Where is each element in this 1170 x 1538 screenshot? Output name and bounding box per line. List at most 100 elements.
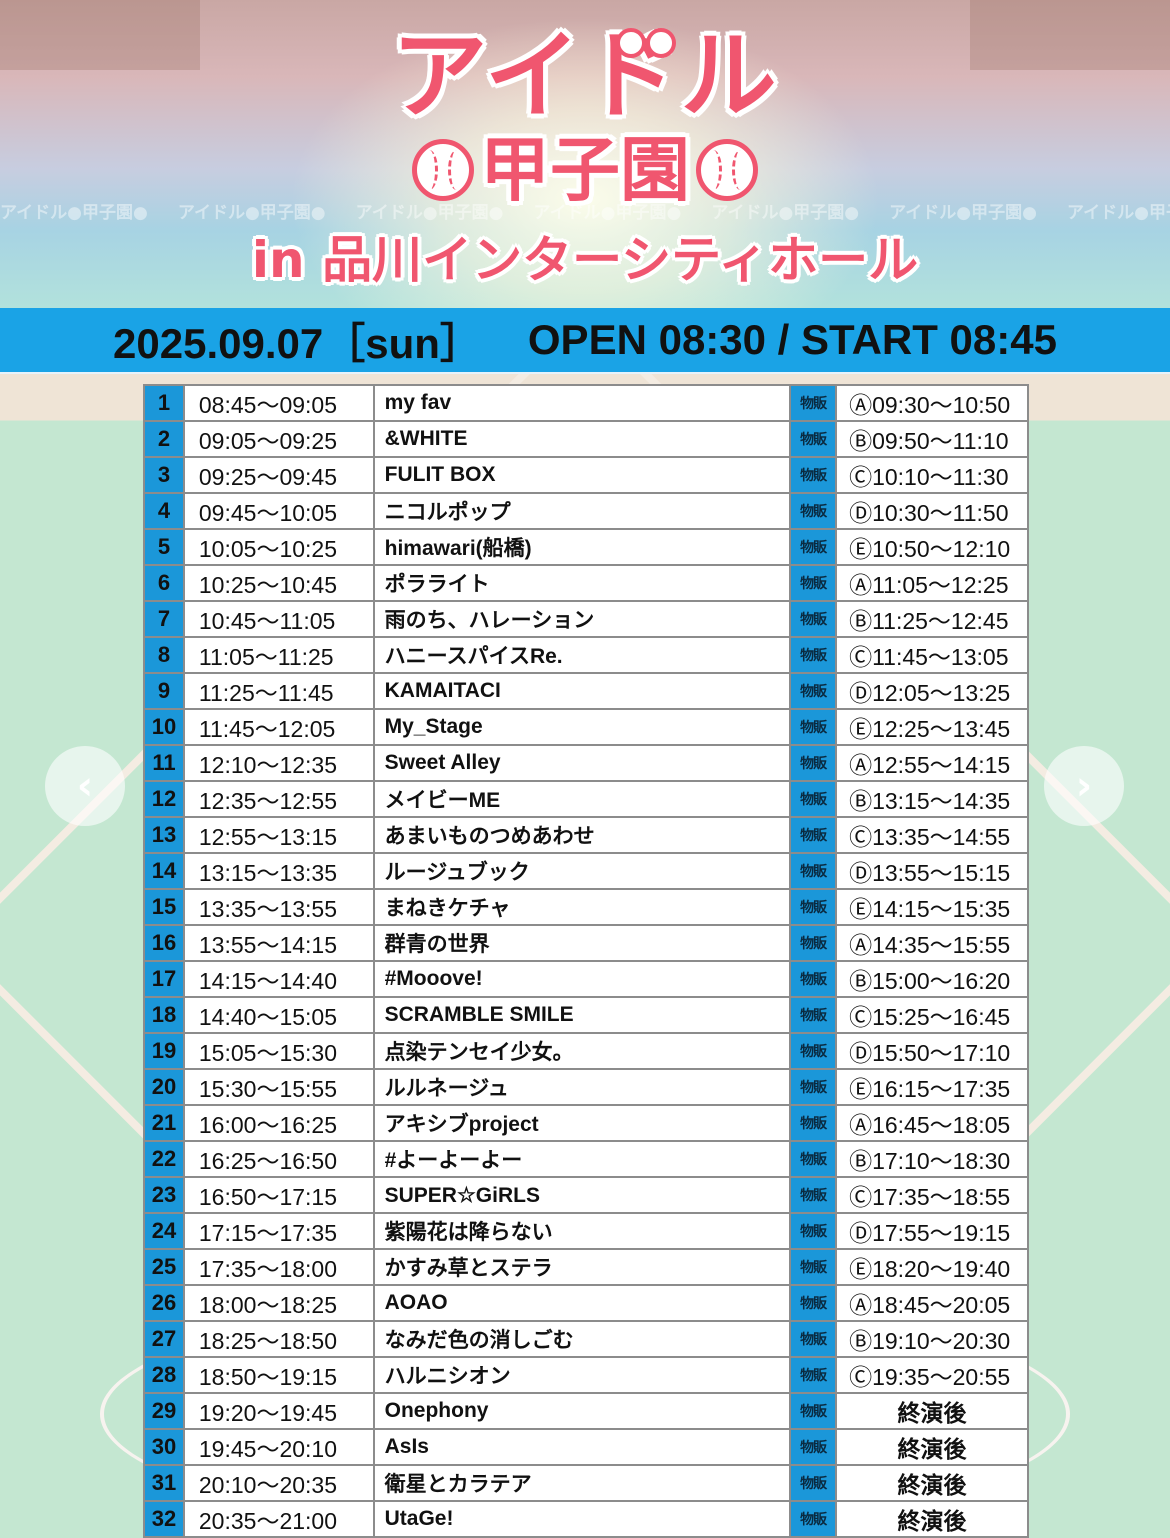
merch-slot: Ⓐ16:45〜18:05 — [835, 1104, 1029, 1142]
artist-name: Onephony — [372, 1392, 792, 1430]
merch-tag: 物販 — [789, 888, 838, 926]
merch-slot: Ⓑ17:10〜18:30 — [835, 1140, 1029, 1178]
merch-slot: Ⓐ14:35〜15:55 — [835, 924, 1029, 962]
table-row: 7 10:45〜11:05 雨のち、ハレーション 物販 Ⓑ11:25〜12:45 — [143, 600, 1029, 638]
timetable: 1 08:45〜09:05 my fav 物販 Ⓐ09:30〜10:50 2 09:05〜0… — [143, 384, 1029, 1538]
merch-tag: 物販 — [789, 1104, 838, 1142]
row-number: 13 — [143, 816, 185, 854]
performance-time: 13:35〜13:55 — [182, 888, 375, 926]
table-row: 17 14:15〜14:40 #Mooove! 物販 Ⓑ15:00〜16:20 — [143, 960, 1029, 998]
row-number: 19 — [143, 1032, 185, 1070]
performance-time: 16:50〜17:15 — [182, 1176, 375, 1214]
merch-tag: 物販 — [789, 996, 838, 1034]
artist-name: ルージュブック — [372, 852, 792, 890]
row-number: 6 — [143, 564, 185, 602]
stadium-stand-right — [970, 0, 1170, 70]
row-number: 5 — [143, 528, 185, 566]
artist-name: UtaGe! — [372, 1500, 792, 1538]
table-row: 22 16:25〜16:50 #よーよーよー 物販 Ⓑ17:10〜18:30 — [143, 1140, 1029, 1178]
chevron-right-icon: › — [1075, 763, 1093, 809]
date-bar: 2025.09.07［sun］ OPEN 08:30 / START 08:45 — [0, 308, 1170, 374]
artist-name: #Mooove! — [372, 960, 792, 998]
merch-slot: 終演後 — [835, 1428, 1029, 1466]
chevron-left-icon: ‹ — [76, 763, 94, 809]
event-date: 2025.09.07［sun］ — [113, 319, 482, 367]
merch-slot: Ⓑ11:25〜12:45 — [835, 600, 1029, 638]
merch-tag: 物販 — [789, 708, 838, 746]
artist-name: メイビーME — [372, 780, 792, 818]
merch-tag: 物販 — [789, 960, 838, 998]
timetable-body: 1 08:45〜09:05 my fav 物販 Ⓐ09:30〜10:50 2 09:05〜0… — [143, 384, 1029, 1538]
merch-tag: 物販 — [789, 528, 838, 566]
merch-slot: Ⓑ19:10〜20:30 — [835, 1320, 1029, 1358]
banner-text: アイドル●甲子園● — [177, 202, 326, 223]
performance-time: 13:15〜13:35 — [182, 852, 375, 890]
row-number: 26 — [143, 1284, 185, 1322]
row-number: 17 — [143, 960, 185, 998]
artist-name: KAMAITACI — [372, 672, 792, 710]
artist-name: アキシブproject — [372, 1104, 792, 1142]
table-row: 8 11:05〜11:25 ハニースパイスRe. 物販 Ⓒ11:45〜13:05 — [143, 636, 1029, 674]
artist-name: ニコルポップ — [372, 492, 792, 530]
row-number: 30 — [143, 1428, 185, 1466]
baseball-icon — [616, 28, 646, 58]
row-number: 3 — [143, 456, 185, 494]
header-banner: アイドル●甲子園● アイドル●甲子園● アイドル●甲子園● アイドル●甲子園● … — [0, 0, 1170, 308]
row-number: 23 — [143, 1176, 185, 1214]
table-row: 23 16:50〜17:15 SUPER☆GiRLS 物販 Ⓒ17:35〜18:55 — [143, 1176, 1029, 1214]
next-slide-button[interactable]: › — [1044, 746, 1124, 826]
row-number: 14 — [143, 852, 185, 890]
merch-slot: 終演後 — [835, 1392, 1029, 1430]
row-number: 21 — [143, 1104, 185, 1142]
table-row: 16 13:55〜14:15 群青の世界 物販 Ⓐ14:35〜15:55 — [143, 924, 1029, 962]
previous-slide-button[interactable]: ‹ — [45, 746, 125, 826]
merch-slot: Ⓒ17:35〜18:55 — [835, 1176, 1029, 1214]
performance-time: 18:25〜18:50 — [182, 1320, 375, 1358]
artist-name: FULIT BOX — [372, 456, 792, 494]
table-row: 19 15:05〜15:30 点染テンセイ少女。 物販 Ⓓ15:50〜17:10 — [143, 1032, 1029, 1070]
artist-name: なみだ色の消しごむ — [372, 1320, 792, 1358]
table-row: 4 09:45〜10:05 ニコルポップ 物販 Ⓓ10:30〜11:50 — [143, 492, 1029, 530]
table-row: 9 11:25〜11:45 KAMAITACI 物販 Ⓓ12:05〜13:25 — [143, 672, 1029, 710]
row-number: 28 — [143, 1356, 185, 1394]
performance-time: 16:25〜16:50 — [182, 1140, 375, 1178]
artist-name: 点染テンセイ少女。 — [372, 1032, 792, 1070]
artist-name: まねきケチャ — [372, 888, 792, 926]
merch-slot: Ⓒ11:45〜13:05 — [835, 636, 1029, 674]
performance-time: 08:45〜09:05 — [182, 384, 375, 422]
performance-time: 18:00〜18:25 — [182, 1284, 375, 1322]
merch-slot: Ⓔ16:15〜17:35 — [835, 1068, 1029, 1106]
performance-time: 11:25〜11:45 — [182, 672, 375, 710]
merch-tag: 物販 — [789, 1248, 838, 1286]
merch-slot: Ⓒ10:10〜11:30 — [835, 456, 1029, 494]
baseball-icon — [412, 139, 474, 201]
row-number: 16 — [143, 924, 185, 962]
merch-slot: Ⓐ11:05〜12:25 — [835, 564, 1029, 602]
performance-time: 12:55〜13:15 — [182, 816, 375, 854]
stadium-stand-left — [0, 0, 200, 70]
open-start-times: OPEN 08:30 / START 08:45 — [527, 316, 1057, 363]
merch-slot: Ⓐ09:30〜10:50 — [835, 384, 1029, 422]
performance-time: 10:05〜10:25 — [182, 528, 375, 566]
row-number: 32 — [143, 1500, 185, 1538]
merch-tag: 物販 — [789, 924, 838, 962]
performance-time: 14:15〜14:40 — [182, 960, 375, 998]
table-row: 20 15:30〜15:55 ルルネージュ 物販 Ⓔ16:15〜17:35 — [143, 1068, 1029, 1106]
logo-subtitle-row: 甲子園 — [0, 130, 1170, 210]
merch-tag: 物販 — [789, 600, 838, 638]
merch-tag: 物販 — [789, 1212, 838, 1250]
merch-tag: 物販 — [789, 1320, 838, 1358]
merch-tag: 物販 — [789, 852, 838, 890]
baseball-icon — [646, 28, 676, 58]
table-row: 5 10:05〜10:25 himawari(船橋) 物販 Ⓔ10:50〜12:10 — [143, 528, 1029, 566]
table-row: 1 08:45〜09:05 my fav 物販 Ⓐ09:30〜10:50 — [143, 384, 1029, 422]
merch-slot: Ⓐ18:45〜20:05 — [835, 1284, 1029, 1322]
performance-time: 12:35〜12:55 — [182, 780, 375, 818]
merch-slot: Ⓓ15:50〜17:10 — [835, 1032, 1029, 1070]
merch-slot: Ⓔ12:25〜13:45 — [835, 708, 1029, 746]
merch-slot: Ⓓ12:05〜13:25 — [835, 672, 1029, 710]
table-row: 32 20:35〜21:00 UtaGe! 物販 終演後 — [143, 1500, 1029, 1538]
table-row: 25 17:35〜18:00 かすみ草とステラ 物販 Ⓔ18:20〜19:40 — [143, 1248, 1029, 1286]
table-row: 3 09:25〜09:45 FULIT BOX 物販 Ⓒ10:10〜11:30 — [143, 456, 1029, 494]
artist-name: AsIs — [372, 1428, 792, 1466]
